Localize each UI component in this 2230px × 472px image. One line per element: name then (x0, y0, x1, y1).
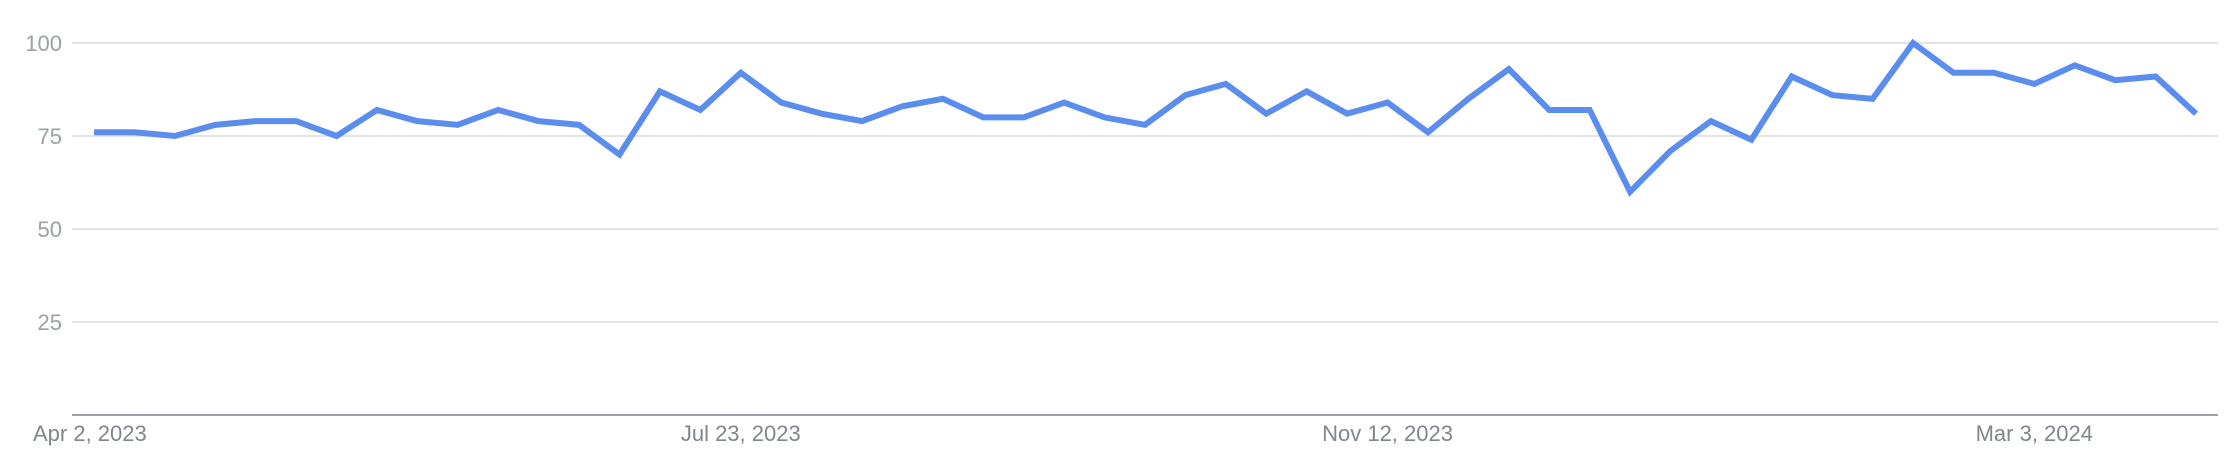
data-point (1304, 88, 1310, 94)
data-point (1425, 129, 1431, 135)
data-point (1668, 148, 1674, 154)
data-point (1748, 137, 1754, 143)
data-point (2072, 62, 2078, 68)
x-tick-label: Nov 12, 2023 (1322, 421, 1453, 446)
data-point (1142, 122, 1148, 128)
series-layer (91, 38, 2199, 197)
data-point (1546, 107, 1552, 113)
data-point (1506, 66, 1512, 72)
data-point (1950, 70, 1956, 76)
data-point (414, 118, 420, 124)
y-tick-label: 25 (38, 310, 62, 335)
data-point (940, 96, 946, 102)
x-tick-label: Jul 23, 2023 (681, 421, 801, 446)
data-point (1708, 118, 1714, 124)
data-point (1789, 73, 1795, 79)
data-point (1223, 81, 1229, 87)
data-point (1344, 111, 1350, 117)
y-tick-label: 50 (38, 217, 62, 242)
x-axis-ticks: Apr 2, 2023 Jul 23, 2023 Nov 12, 2023 Mar 3… (33, 421, 2093, 446)
y-tick-label: 75 (38, 124, 62, 149)
data-point (778, 100, 784, 106)
data-point (819, 111, 825, 117)
data-point (617, 152, 623, 158)
data-point (374, 107, 380, 113)
data-point (495, 107, 501, 113)
data-point (1829, 92, 1835, 98)
data-point (738, 70, 744, 76)
data-point (1870, 96, 1876, 102)
x-tick-label: Mar 3, 2024 (1976, 421, 2093, 446)
data-point (2153, 73, 2159, 79)
x-tick-label: Apr 2, 2023 (33, 421, 147, 446)
data-point (980, 114, 986, 120)
data-point (899, 103, 905, 109)
data-point (697, 107, 703, 113)
data-point (576, 122, 582, 128)
data-point (859, 118, 865, 124)
data-point (2031, 81, 2037, 87)
data-point (1385, 100, 1391, 106)
data-point (1465, 96, 1471, 102)
data-point (1991, 70, 1997, 76)
series-line (94, 38, 2199, 197)
data-point (131, 129, 137, 135)
grid-layer (72, 42, 2218, 416)
data-point (1102, 114, 1108, 120)
data-point (1061, 100, 1067, 106)
data-point (1263, 111, 1269, 117)
data-point (1021, 114, 1027, 120)
y-tick-label: 100 (25, 31, 62, 56)
data-point (1182, 92, 1188, 98)
data-point (91, 129, 97, 135)
data-point (2112, 77, 2118, 83)
data-point (1587, 107, 1593, 113)
data-point (253, 118, 259, 124)
data-point (1910, 40, 1916, 46)
data-point (455, 122, 461, 128)
data-point (536, 118, 542, 124)
data-point (212, 122, 218, 128)
data-point (2193, 111, 2199, 117)
y-axis-ticks: 25 50 75 100 (25, 31, 62, 335)
data-point (1627, 189, 1633, 195)
data-point (334, 133, 340, 139)
data-point (657, 88, 663, 94)
data-point (172, 133, 178, 139)
data-point (293, 118, 299, 124)
